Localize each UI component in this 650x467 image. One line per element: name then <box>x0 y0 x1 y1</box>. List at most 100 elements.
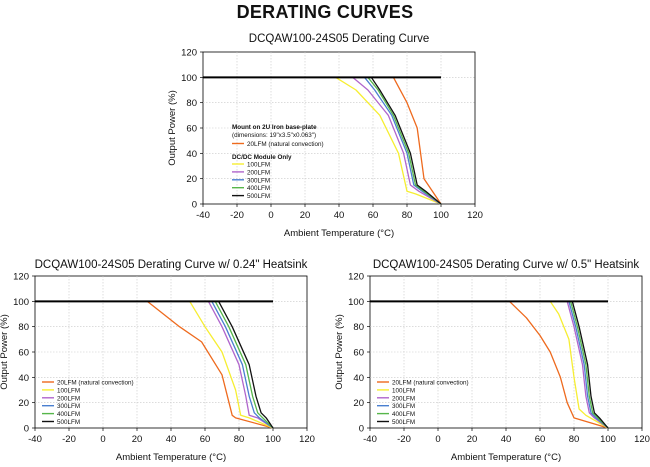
legend-item: 400LFM <box>247 185 270 192</box>
legend: 20LFM (natural convection)100LFM200LFM30… <box>42 380 134 426</box>
x-tick-label: 20 <box>132 434 143 445</box>
x-tick-label: -40 <box>363 434 377 445</box>
series-line-500lfm <box>218 300 274 429</box>
x-tick-label: 80 <box>402 210 413 221</box>
x-tick-label: 120 <box>634 434 650 445</box>
chart-2: -40 -20 0 20 40 60 80 100 120 0 20 40 60 80 100 120 DCQA… <box>0 259 315 463</box>
legend-item: 500LFM <box>57 419 80 426</box>
x-tick-label: -20 <box>62 434 76 445</box>
legend-item: 400LFM <box>57 411 80 418</box>
legend-item: 200LFM <box>57 395 80 402</box>
series-line-400lfm <box>569 301 609 429</box>
x-tick-label: 0 <box>268 210 273 221</box>
chart-3: -40 -20 0 20 40 60 80 100 120 0 20 40 60 80 100 120 DCQA… <box>334 259 650 463</box>
chart-title: DCQAW100-24S05 Derating Curve w/ 0.24" H… <box>35 259 308 271</box>
y-tick-label: 20 <box>186 174 197 185</box>
y-tick-label: 100 <box>13 297 29 308</box>
legend-item: 20LFM (natural convection) <box>392 380 469 387</box>
legend-item: 300LFM <box>392 403 415 410</box>
x-tick-label: 100 <box>265 434 281 445</box>
y-tick-label: 0 <box>192 200 197 211</box>
x-tick-label: 80 <box>569 434 580 445</box>
chart-title: DCQAW100-24S05 Derating Curve w/ 0.5" He… <box>373 259 640 271</box>
y-tick-label: 40 <box>353 373 364 384</box>
y-axis-label: Output Power (%) <box>334 314 345 390</box>
x-tick-label: -20 <box>397 434 411 445</box>
legend-item: 500LFM <box>392 419 415 426</box>
legend: Mount on 2U Iron base-plate(dimensions: … <box>232 124 324 200</box>
y-tick-label: 100 <box>348 297 364 308</box>
x-tick-label: -40 <box>28 434 42 445</box>
y-tick-label: 120 <box>13 272 29 283</box>
y-tick-label: 80 <box>18 322 29 333</box>
series-line-100lfm <box>549 300 609 429</box>
legend-item: 20LFM (natural convection) <box>57 380 134 387</box>
x-tick-label: 0 <box>100 434 105 445</box>
legend-item: 400LFM <box>392 411 415 418</box>
x-tick-label: 100 <box>433 210 449 221</box>
y-tick-label: 120 <box>181 48 197 59</box>
y-axis-label: Output Power (%) <box>167 90 178 166</box>
x-tick-label: -20 <box>230 210 244 221</box>
legend-item: 300LFM <box>247 177 270 184</box>
legend-header: DC/DC Module Only <box>232 154 292 161</box>
legend-item: 500LFM <box>247 193 270 200</box>
legend-item: 20LFM (natural convection) <box>247 141 324 148</box>
x-tick-label: 20 <box>467 434 478 445</box>
y-tick-label: 40 <box>186 149 197 160</box>
x-tick-label: 0 <box>435 434 440 445</box>
x-tick-label: 20 <box>300 210 311 221</box>
y-tick-label: 80 <box>353 322 364 333</box>
x-tick-label: 60 <box>535 434 546 445</box>
legend-item: 200LFM <box>247 169 270 176</box>
series-line-20lfm <box>508 300 609 429</box>
series-line-500lfm <box>571 301 609 429</box>
series-line-300lfm <box>363 76 442 205</box>
x-tick-label: 40 <box>501 434 512 445</box>
y-tick-label: 120 <box>348 272 364 283</box>
legend-item: 100LFM <box>247 162 270 169</box>
x-axis-label: Ambient Temperature (°C) <box>116 452 226 463</box>
legend-header: Mount on 2U Iron base-plate <box>232 124 317 131</box>
y-tick-label: 60 <box>353 348 364 359</box>
x-tick-label: 80 <box>234 434 245 445</box>
y-tick-label: 60 <box>18 348 29 359</box>
y-tick-label: 20 <box>18 398 29 409</box>
x-tick-label: 40 <box>334 210 345 221</box>
y-tick-label: 80 <box>186 98 197 109</box>
series-line-400lfm <box>367 76 442 205</box>
series-line-300lfm <box>568 301 609 429</box>
series-line-300lfm <box>211 300 274 429</box>
y-tick-label: 20 <box>353 398 364 409</box>
series-line-200lfm <box>207 300 274 429</box>
chart-1: -40 -20 0 20 40 60 80 100 120 0 20 40 60 80 100 120 DCQA… <box>167 33 483 239</box>
x-tick-label: 60 <box>200 434 211 445</box>
legend-item: 300LFM <box>57 403 80 410</box>
series-line-20lfm <box>146 300 274 429</box>
series-line-200lfm <box>352 76 442 205</box>
legend-item: 100LFM <box>57 387 80 394</box>
series-line-400lfm <box>214 300 274 429</box>
x-tick-label: 40 <box>166 434 177 445</box>
legend-item: 100LFM <box>392 387 415 394</box>
series-line-100lfm <box>189 300 274 429</box>
y-tick-label: 0 <box>359 424 364 435</box>
legend-header-note: (dimensions: 19"x3.5"x0.063") <box>232 132 316 139</box>
page-title: DERATING CURVES <box>236 2 414 22</box>
y-tick-label: 60 <box>186 124 197 135</box>
series-line-200lfm <box>566 301 609 429</box>
x-tick-label: 60 <box>368 210 379 221</box>
y-tick-label: 40 <box>18 373 29 384</box>
x-tick-label: 120 <box>467 210 483 221</box>
y-tick-label: 0 <box>24 424 29 435</box>
x-tick-label: 100 <box>600 434 616 445</box>
x-axis-label: Ambient Temperature (°C) <box>284 228 394 239</box>
series-line-100lfm <box>335 76 442 205</box>
chart-title: DCQAW100-24S05 Derating Curve <box>249 33 429 45</box>
legend: 20LFM (natural convection)100LFM200LFM30… <box>377 380 469 426</box>
x-tick-label: -40 <box>196 210 210 221</box>
x-axis-label: Ambient Temperature (°C) <box>451 452 561 463</box>
y-tick-label: 100 <box>181 73 197 84</box>
series-line-500lfm <box>370 76 442 205</box>
